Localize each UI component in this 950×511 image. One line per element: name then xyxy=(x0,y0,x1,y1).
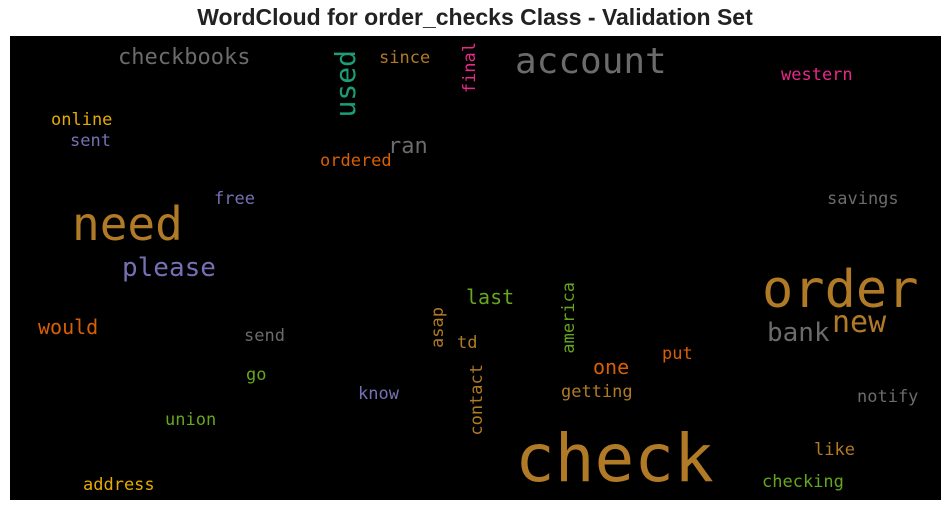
word-since: since xyxy=(379,48,431,68)
word-go: go xyxy=(246,365,267,385)
word-ordered: ordered xyxy=(320,151,392,171)
word-asap: asap xyxy=(428,307,448,348)
word-america: america xyxy=(559,282,579,354)
word-notify: notify xyxy=(857,387,919,407)
word-need: need xyxy=(72,197,183,251)
word-union: union xyxy=(165,410,217,430)
word-checking: checking xyxy=(762,472,844,492)
word-order: order xyxy=(762,260,919,320)
word-ran: ran xyxy=(388,134,428,159)
word-would: would xyxy=(38,315,99,339)
word-bank: bank xyxy=(767,318,830,348)
word-contact: contact xyxy=(467,364,487,436)
word-last: last xyxy=(466,285,515,309)
word-western: western xyxy=(781,65,853,85)
word-savings: savings xyxy=(827,189,899,209)
word-online: online xyxy=(51,110,113,130)
chart-title: WordCloud for order_checks Class - Valid… xyxy=(197,4,753,30)
word-address: address xyxy=(83,475,155,495)
word-know: know xyxy=(358,384,399,404)
word-one: one xyxy=(593,355,630,379)
word-td: td xyxy=(457,333,478,353)
word-getting: getting xyxy=(561,382,633,402)
wordcloud-canvas: check order need account please new bank used ch… xyxy=(10,36,941,500)
word-checkbooks: checkbooks xyxy=(118,45,251,70)
word-put: put xyxy=(662,344,693,364)
word-new: new xyxy=(832,305,887,340)
word-final: final xyxy=(460,42,480,94)
word-like: like xyxy=(814,440,855,460)
word-free: free xyxy=(214,189,255,209)
word-check: check xyxy=(515,420,714,497)
word-send: send xyxy=(244,326,285,346)
word-sent: sent xyxy=(70,131,111,151)
word-please: please xyxy=(122,253,216,283)
word-used: used xyxy=(329,50,362,118)
word-account: account xyxy=(515,41,667,82)
